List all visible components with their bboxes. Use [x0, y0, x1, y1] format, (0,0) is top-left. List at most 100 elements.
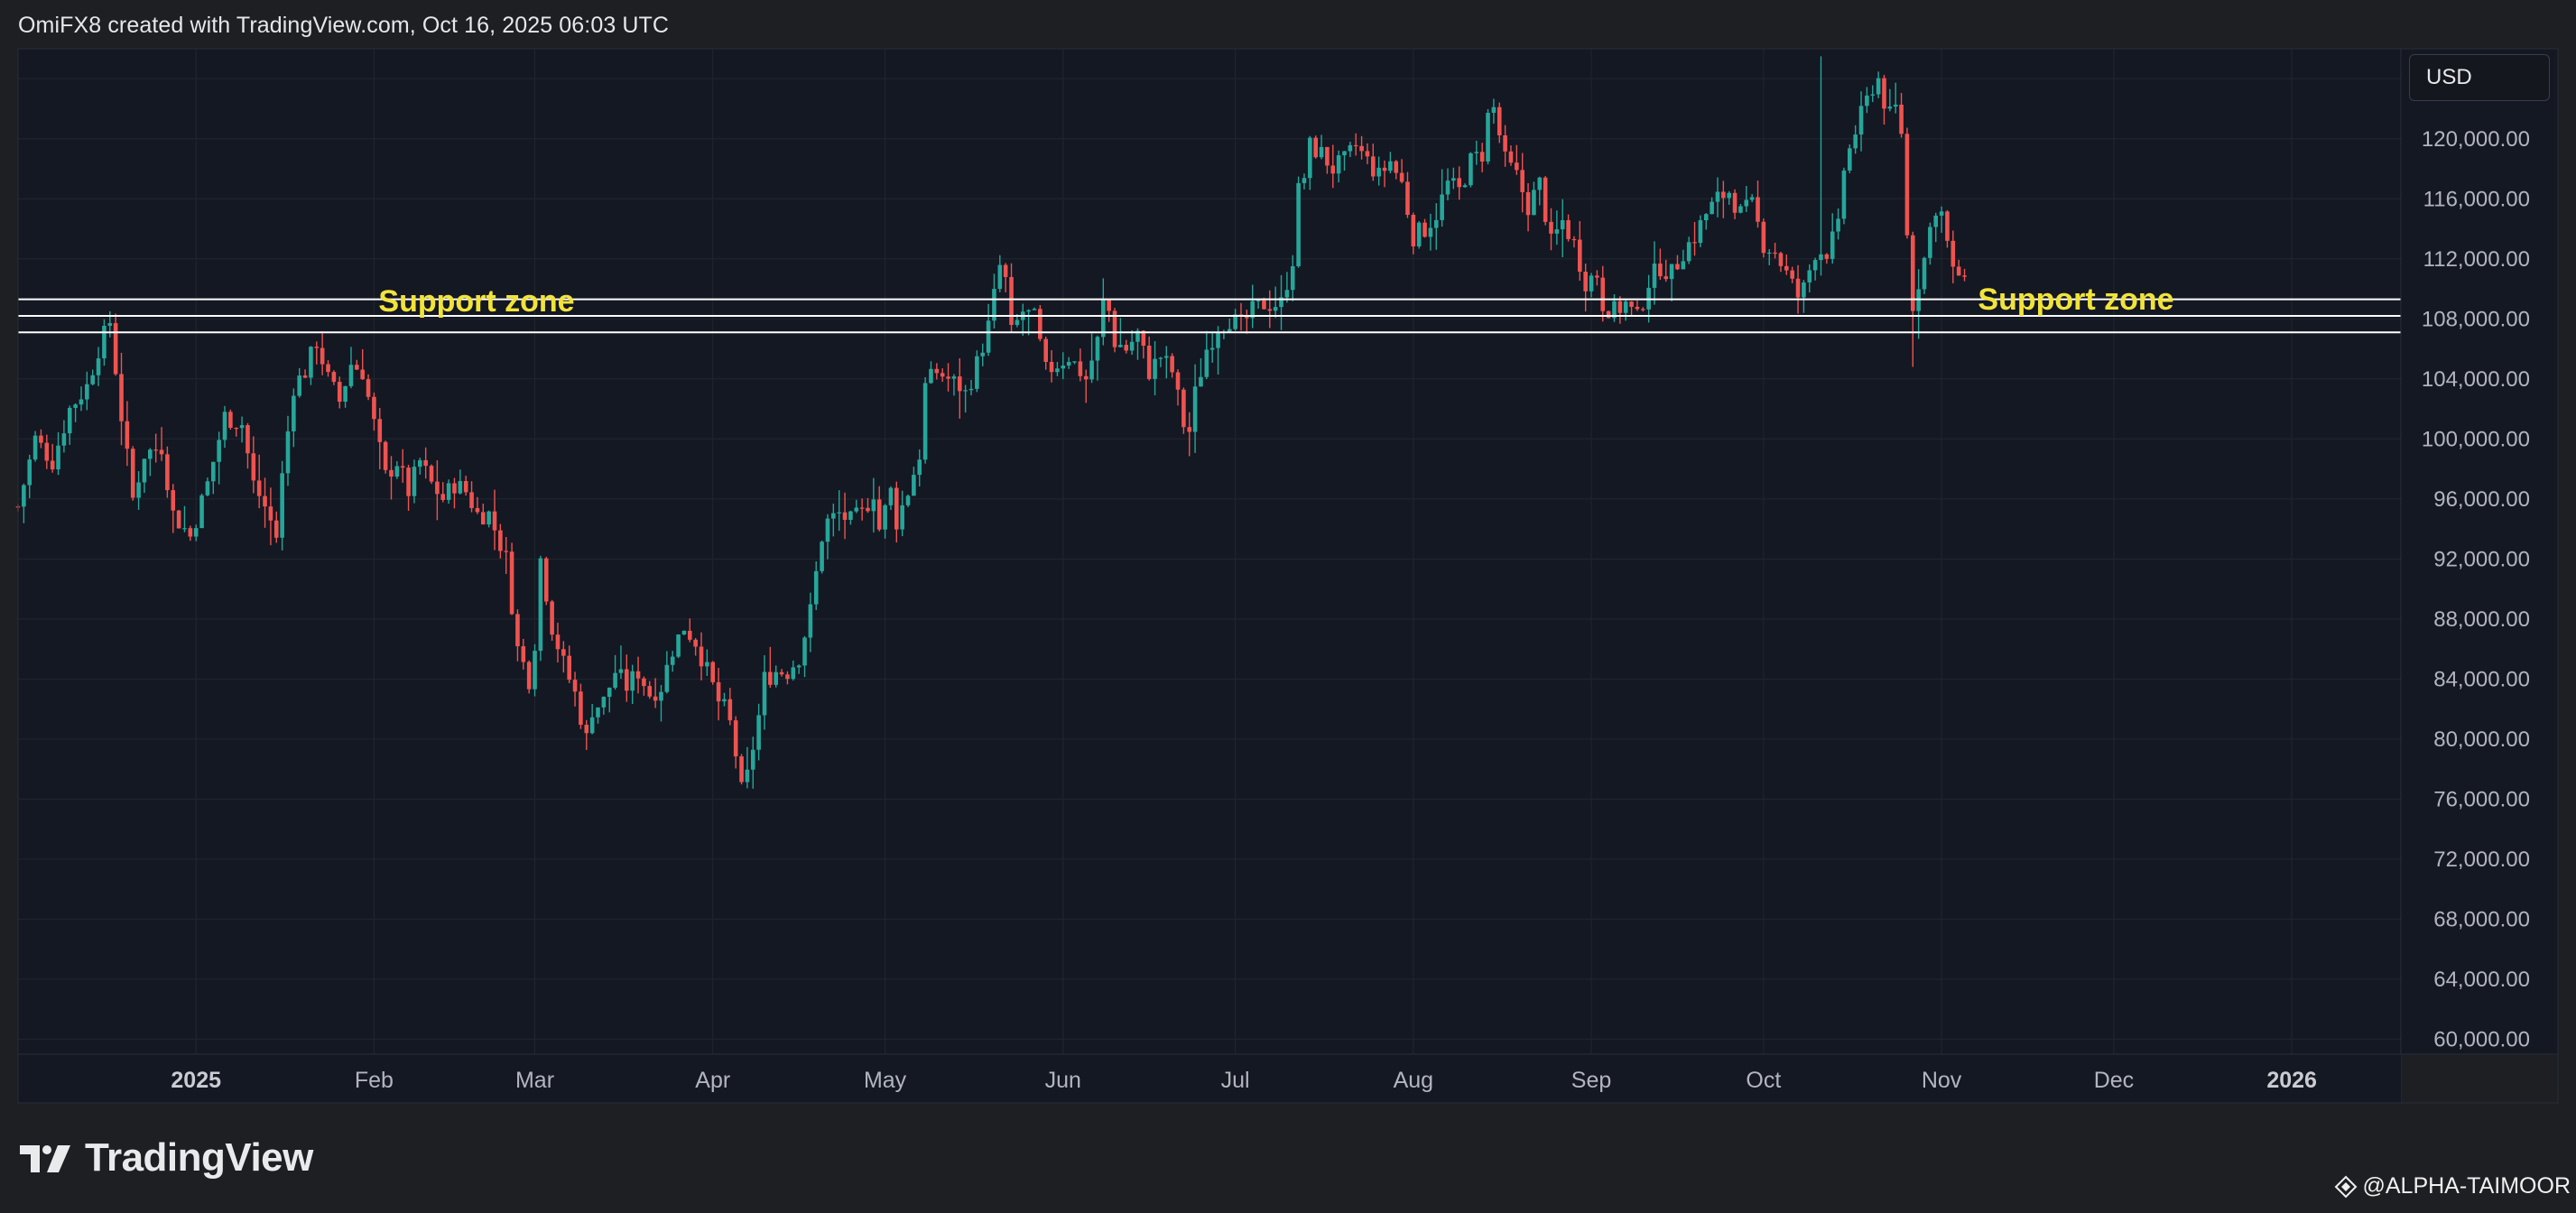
candle-body: [1554, 229, 1560, 234]
candle-body: [555, 634, 561, 650]
candle-body: [1802, 282, 1806, 298]
y-tick-label: 88,000.00: [2433, 607, 2530, 632]
candle-body: [596, 707, 600, 718]
candle-body: [1945, 211, 1950, 241]
candle-body: [710, 662, 716, 682]
candle-body: [1675, 264, 1680, 270]
candle-body: [1710, 201, 1714, 215]
candle-body: [825, 518, 830, 542]
candle-body: [533, 651, 537, 690]
candle-body: [205, 481, 210, 495]
candle-body: [1422, 222, 1427, 237]
candle-body: [492, 511, 497, 531]
right-axis-panel[interactable]: [2401, 49, 2558, 1054]
support-zone-label: Support zone: [378, 284, 574, 319]
candle-body: [883, 505, 887, 530]
candle-body: [32, 435, 38, 460]
bottom-axis-panel[interactable]: [18, 1054, 2401, 1103]
candle-body: [1382, 167, 1387, 171]
candle-body: [584, 725, 589, 734]
candle-body: [1158, 357, 1163, 359]
candle-body: [1578, 239, 1582, 273]
candle-body: [785, 674, 790, 680]
candle-body: [521, 646, 526, 662]
candle-body: [929, 368, 933, 384]
tradingview-logo[interactable]: TradingView: [18, 1134, 313, 1182]
candle-body: [1583, 272, 1588, 292]
candle-body: [1359, 145, 1364, 152]
candle-body: [1773, 252, 1777, 255]
candle-body: [377, 419, 383, 442]
candle-body: [1273, 307, 1278, 311]
candle-body: [1153, 358, 1157, 379]
candle-body: [1766, 252, 1772, 255]
candle-body: [509, 551, 514, 615]
candle-body: [486, 511, 491, 525]
candle-body: [957, 376, 962, 392]
candle-body: [96, 358, 101, 375]
candle-body: [309, 347, 313, 378]
candle-body: [1703, 214, 1709, 221]
candle-body: [326, 364, 330, 373]
candle-body: [1503, 134, 1507, 152]
candle-body: [1537, 177, 1543, 190]
candle-body: [418, 459, 422, 468]
candle-body: [1003, 264, 1008, 277]
candle-body: [750, 749, 755, 770]
support-zone: Support zone Support zone: [18, 282, 2401, 334]
x-tick-label: Dec: [2094, 1068, 2134, 1093]
candle-body: [1560, 219, 1565, 230]
candle-body: [659, 691, 663, 701]
y-tick-label: 76,000.00: [2433, 787, 2530, 811]
candle-body: [1784, 265, 1789, 271]
candle-body: [676, 634, 681, 657]
candle-body: [1451, 178, 1456, 181]
candle-body: [716, 681, 721, 702]
candle-body: [992, 289, 996, 321]
candle-body: [1032, 309, 1037, 310]
candle-body: [412, 467, 417, 496]
currency-button[interactable]: USD: [2409, 54, 2550, 101]
candle-body: [331, 372, 337, 383]
candle-body: [1055, 368, 1060, 373]
candle-body: [1433, 219, 1439, 228]
y-tick-label: 84,000.00: [2433, 667, 2530, 691]
candle-body: [1170, 356, 1174, 373]
y-tick-label: 108,000.00: [2422, 307, 2530, 331]
candle-body: [268, 506, 273, 521]
candle-body: [526, 662, 532, 690]
x-tick-label: Apr: [695, 1068, 730, 1093]
y-tick-label: 112,000.00: [2423, 247, 2530, 272]
candle-body: [561, 649, 566, 656]
candle-body: [50, 460, 55, 470]
candle-body: [463, 481, 468, 493]
candle-body: [1812, 260, 1818, 271]
candle-body: [337, 382, 342, 403]
candle-body: [1072, 361, 1077, 363]
candle-body: [1129, 341, 1135, 351]
plot-area[interactable]: [18, 49, 2401, 1054]
candle-body: [1308, 137, 1312, 179]
candle-body: [85, 384, 89, 400]
candle-body: [1571, 238, 1577, 241]
candle-body: [148, 449, 153, 459]
candle-body: [1348, 144, 1353, 152]
candle-body: [831, 513, 836, 519]
candle-body: [572, 680, 578, 692]
candle-body: [469, 492, 474, 508]
x-tick-label: 2025: [171, 1068, 221, 1093]
candle-body: [774, 671, 779, 685]
candle-body: [44, 442, 50, 461]
price-chart[interactable]: Support zone Support zone 60,000.00 64,000…: [0, 0, 2576, 1110]
candle-body: [813, 570, 819, 605]
candle-body: [1245, 316, 1249, 319]
x-tick-label: Aug: [1394, 1068, 1433, 1093]
candle-body: [1532, 190, 1536, 216]
candle-body: [343, 385, 347, 403]
candle-body: [791, 667, 796, 680]
candle-body: [383, 441, 388, 470]
candle-body: [1951, 240, 1956, 267]
candle-body: [222, 412, 227, 440]
candle-body: [1515, 162, 1519, 171]
candle-body: [440, 494, 446, 500]
